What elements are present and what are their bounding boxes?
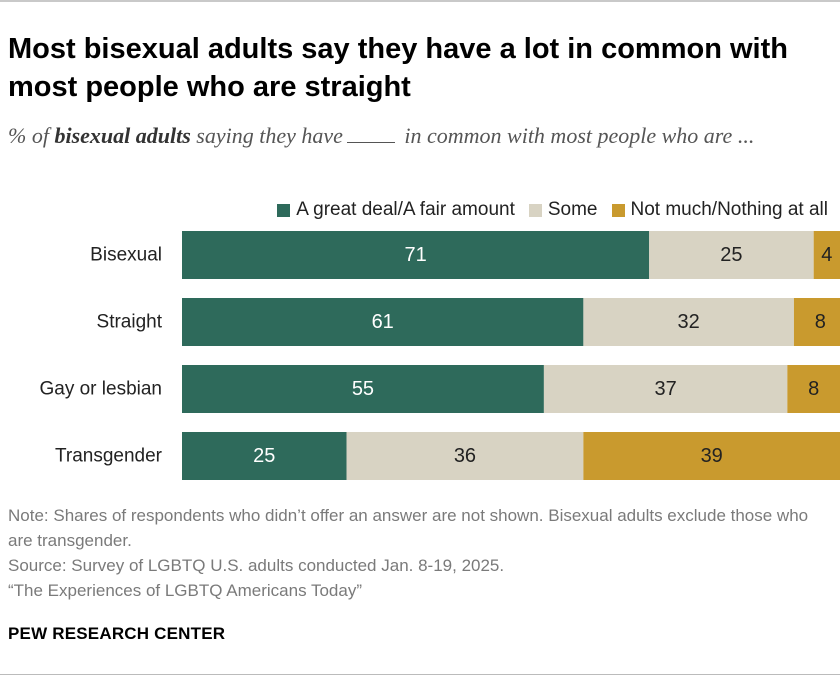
data-label-bisexual-series-2: 25 [720, 244, 742, 266]
bar-bisexual-series-2 [649, 231, 814, 279]
data-label-straight-series-2: 32 [678, 311, 700, 333]
legend-label-great-deal: A great deal/A fair amount [296, 199, 515, 220]
subtitle-emphasis: bisexual adults [54, 123, 191, 148]
bar-transgender-series-1 [182, 432, 347, 480]
report-title: “The Experiences of LGBTQ Americans Toda… [8, 581, 363, 600]
data-label-transgender-series-3: 39 [701, 445, 723, 467]
bar-bisexual-series-3 [813, 231, 840, 279]
data-label-gay-or-lesbian-series-1: 55 [352, 378, 374, 400]
bar-bisexual-series-1 [182, 231, 650, 279]
brand-logo-text: PEW RESEARCH CENTER [8, 624, 226, 643]
legend-label-not-much: Not much/Nothing at all [630, 199, 829, 220]
bar-straight-series-3 [793, 298, 840, 346]
note-text: Note: Shares of respondents who didn’t o… [8, 506, 809, 550]
category-label-bisexual: Bisexual [90, 245, 162, 266]
data-label-gay-or-lesbian-series-2: 37 [655, 378, 677, 400]
data-label-gay-or-lesbian-series-3: 8 [808, 378, 819, 400]
legend-label-some: Some [547, 199, 598, 220]
bar-transgender-series-3 [583, 432, 840, 480]
category-label-straight: Straight [97, 312, 163, 333]
chart-legend: A great deal/A fair amount Some Not much… [263, 199, 828, 221]
bar-gay-or-lesbian-series-2 [543, 365, 788, 413]
subtitle-blank [346, 128, 395, 143]
data-label-straight-series-1: 61 [372, 311, 394, 333]
legend-swatch-great-deal [277, 203, 291, 217]
source-text: Source: Survey of LGBTQ U.S. adults cond… [8, 556, 505, 575]
bar-transgender-series-2 [346, 432, 584, 480]
chart-subtitle: % of bisexual adults saying they have in… [8, 120, 828, 151]
data-label-straight-series-3: 8 [815, 311, 826, 333]
legend-swatch-not-much [611, 203, 625, 217]
legend-item-great-deal: A great deal/A fair amount [277, 199, 515, 221]
bar-straight-series-1 [182, 298, 584, 346]
stacked-bar-chart: Bisexual 71 25 4 Straight 61 32 8 Gay or lesbian… [39, 231, 840, 480]
data-label-transgender-series-2: 36 [454, 445, 476, 467]
data-label-transgender-series-1: 25 [253, 445, 275, 467]
data-label-bisexual-series-1: 71 [404, 244, 426, 266]
bar-gay-or-lesbian-series-1 [182, 365, 544, 413]
bar-gay-or-lesbian-series-3 [787, 365, 840, 413]
bar-straight-series-2 [583, 298, 794, 346]
bottom-rule [0, 674, 840, 675]
legend-item-some: Some [528, 199, 598, 221]
subtitle-part-1: % of [8, 123, 55, 148]
chart-notes: Note: Shares of respondents who didn’t o… [8, 503, 828, 603]
data-label-bisexual-series-3: 4 [821, 244, 832, 266]
subtitle-part-2: saying they have [190, 123, 343, 148]
top-rule [0, 0, 840, 2]
chart-title: Most bisexual adults say they have a lot… [8, 33, 788, 103]
legend-swatch-some [528, 203, 542, 217]
category-label-transgender: Transgender [55, 446, 163, 467]
subtitle-part-3: in common with most people who are ... [398, 123, 755, 148]
legend-item-not-much: Not much/Nothing at all [611, 199, 829, 221]
category-label-gay-or-lesbian: Gay or lesbian [39, 379, 162, 400]
